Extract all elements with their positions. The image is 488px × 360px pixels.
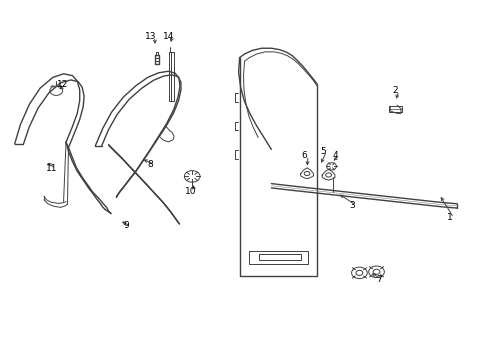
Text: 6: 6 xyxy=(301,151,306,160)
Text: 8: 8 xyxy=(147,160,153,169)
Text: 2: 2 xyxy=(391,86,397,95)
Text: 5: 5 xyxy=(319,147,325,156)
Text: 4: 4 xyxy=(331,151,337,160)
Text: 7: 7 xyxy=(375,275,381,284)
Bar xyxy=(388,106,401,112)
Text: 14: 14 xyxy=(162,32,174,41)
Text: 12: 12 xyxy=(57,80,68,89)
Text: 9: 9 xyxy=(123,221,129,230)
Text: 3: 3 xyxy=(348,201,354,210)
Text: 13: 13 xyxy=(144,32,156,41)
Text: 1: 1 xyxy=(446,213,452,222)
Text: 10: 10 xyxy=(184,187,196,196)
Text: 11: 11 xyxy=(46,164,58,173)
